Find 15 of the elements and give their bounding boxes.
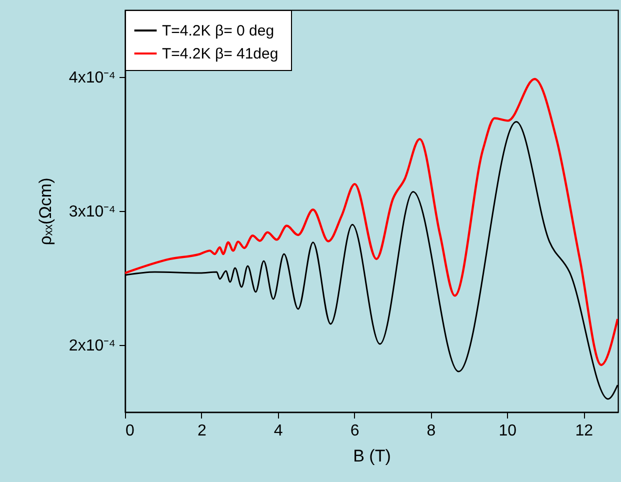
x-axis-title: B (T) <box>353 446 391 466</box>
y-tick-label: 2x10⁻⁴ <box>68 338 116 354</box>
legend-label: T=4.2K β= 0 deg <box>162 22 274 40</box>
y-tick-label: 4x10⁻⁴ <box>68 70 116 86</box>
x-tick-label: 10 <box>498 422 517 440</box>
x-tick-label: 6 <box>350 422 360 440</box>
y-axis-title: ρₓₓ(Ωcm) <box>36 178 55 246</box>
x-tick-label: 12 <box>575 422 594 440</box>
x-tick-label: 0 <box>126 422 134 440</box>
x-tick-label: 4 <box>274 422 283 440</box>
y-tick-label: 3x10⁻⁴ <box>68 204 116 220</box>
x-tick-label: 2 <box>197 422 206 440</box>
legend-label: T=4.2K β= 41deg <box>162 46 278 62</box>
x-tick-label: 8 <box>426 422 436 440</box>
line-series <box>125 78 618 366</box>
